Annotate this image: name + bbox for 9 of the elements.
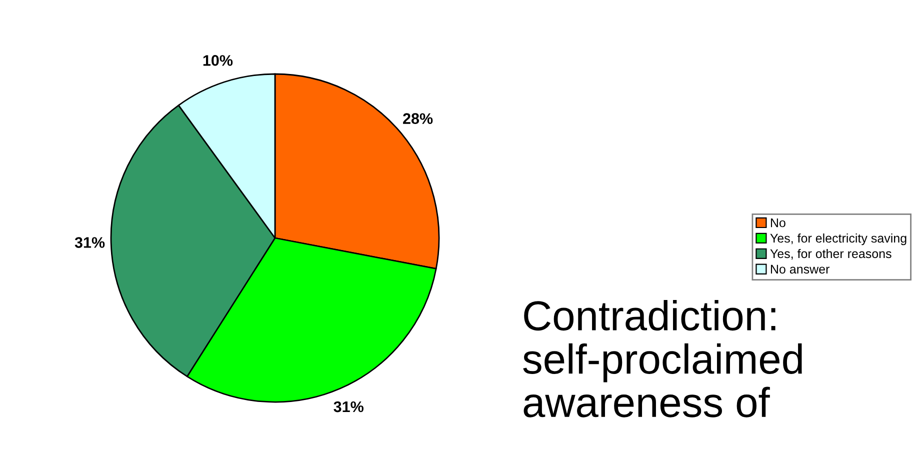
data-label: 31% [334,401,364,412]
data-label: 28% [403,113,433,124]
legend-label: Yes, for electricity saving [770,233,906,246]
legend-label: No [770,218,786,228]
legend-label: No answer [770,264,830,274]
data-label: 10% [203,55,233,66]
data-label: 31% [74,237,105,248]
legend-label: Yes, for other reasons [770,248,892,260]
text: Contradiction: self-proclaimed awareness of [523,300,802,418]
